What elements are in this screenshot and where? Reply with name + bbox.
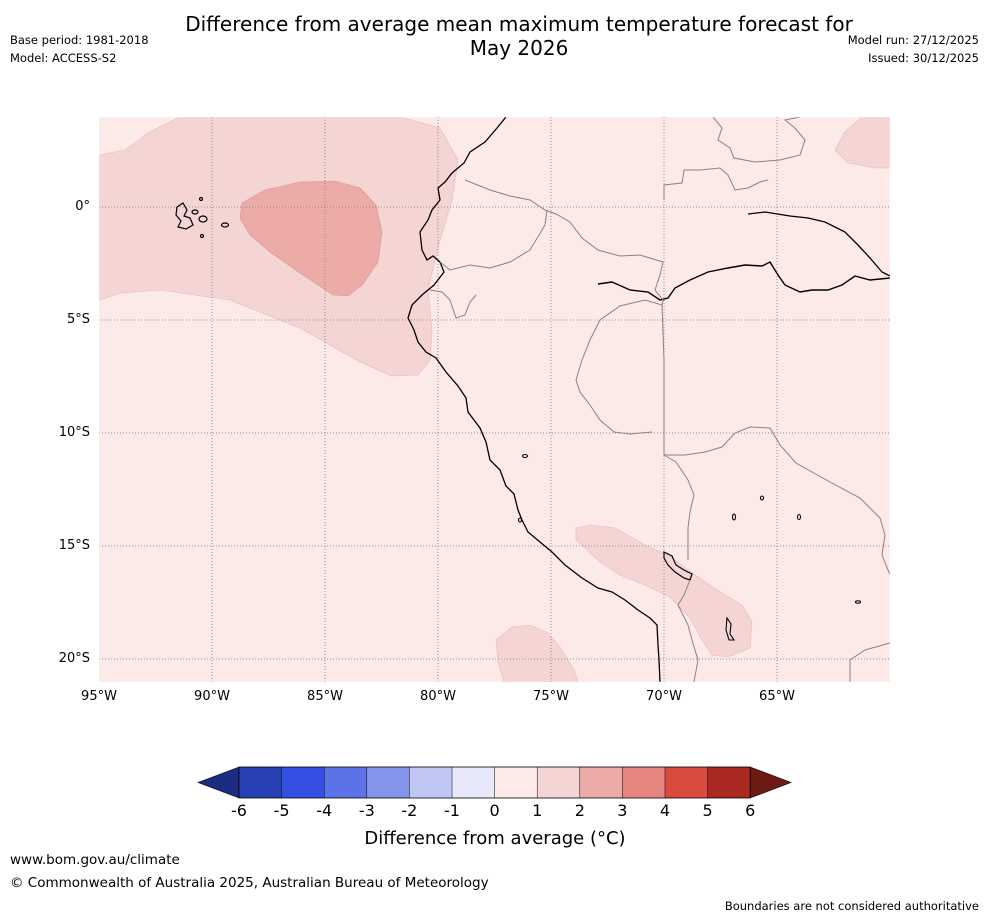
- issued-date: Issued: 30/12/2025: [868, 51, 979, 65]
- lon-label-65w: 65°W: [759, 689, 795, 704]
- colorbar-swatch: [366, 767, 410, 798]
- lon-label-95w: 95°W: [81, 689, 117, 704]
- colorbar-swatch: [707, 767, 751, 798]
- lon-label-90w: 90°W: [194, 689, 230, 704]
- colorbar-tick-label: -6: [231, 801, 247, 820]
- anomaly-region-northeast: [834, 117, 890, 169]
- colorbar-swatch: [494, 767, 538, 798]
- colorbar-swatch: [281, 767, 325, 798]
- colorbar-tick-label: 0: [489, 801, 500, 820]
- colorbar-tick-label: -1: [444, 801, 460, 820]
- lon-label-70w: 70°W: [646, 689, 682, 704]
- lon-label-85w: 85°W: [307, 689, 343, 704]
- colorbar-swatch: [622, 767, 665, 798]
- colorbar-swatch: [665, 767, 708, 798]
- coastline: [407, 117, 661, 682]
- colorbar-swatch: [579, 767, 623, 798]
- colorbar-tick-label: 1: [532, 801, 543, 820]
- colorbar-arrow-low: [197, 766, 240, 799]
- colorbar-swatch: [537, 767, 580, 798]
- colorbar-tick-label: -2: [401, 801, 418, 820]
- colorbar-tick-label: -4: [316, 801, 333, 820]
- colorbar-tick-label: 5: [702, 801, 713, 820]
- galapagos-islands: [175, 196, 230, 239]
- lon-label-80w: 80°W: [420, 689, 456, 704]
- title-line-1: Difference from average mean maximum tem…: [185, 12, 853, 36]
- small-lakes: [517, 453, 862, 641]
- colorbar-swatch: [239, 767, 282, 798]
- model-run: Model run: 27/12/2025: [847, 33, 979, 47]
- colorbar-tick-label: -5: [273, 801, 290, 820]
- lat-label-5s: 5°S: [66, 312, 90, 327]
- amazon-river: [597, 261, 890, 301]
- footer-url[interactable]: www.bom.gov.au/climate: [10, 852, 180, 868]
- lat-label-20s: 20°S: [58, 651, 90, 666]
- lat-label-0: 0°: [75, 199, 90, 214]
- colorbar-swatch: [452, 767, 495, 798]
- model-name: Model: ACCESS-S2: [10, 51, 117, 65]
- chart-title: Difference from average mean maximum tem…: [120, 12, 918, 60]
- lat-label-15s: 15°S: [58, 538, 90, 553]
- amazon-upper-river: [747, 211, 890, 277]
- colorbar-tick-label: -3: [358, 801, 375, 820]
- meta-left: Base period: 1981-2018 Model: ACCESS-S2: [10, 31, 149, 67]
- footer-copyright: © Commonwealth of Australia 2025, Austra…: [10, 875, 489, 891]
- colorbar: [197, 766, 792, 799]
- meta-right: Model run: 27/12/2025 Issued: 30/12/2025: [848, 31, 979, 67]
- colorbar-swatch: [409, 767, 452, 798]
- colorbar-tick-label: 6: [745, 801, 756, 820]
- colorbar-swatch: [324, 767, 367, 798]
- base-period: Base period: 1981-2018: [10, 33, 149, 47]
- colorbar-tick-label: 2: [574, 801, 585, 820]
- footer-disclaimer: Boundaries are not considered authoritat…: [724, 899, 979, 913]
- lon-label-75w: 75°W: [533, 689, 569, 704]
- colorbar-label: Difference from average (°C): [364, 828, 626, 849]
- title-line-2: May 2026: [469, 36, 569, 60]
- country-borders: [429, 117, 890, 682]
- lat-label-10s: 10°S: [58, 425, 90, 440]
- colorbar-tick-label: 3: [617, 801, 628, 820]
- colorbar-arrow-high: [749, 766, 792, 799]
- anomaly-region-south: [495, 624, 579, 682]
- colorbar-tick-label: 4: [659, 801, 671, 820]
- anomaly-region-pacific-core: [239, 180, 383, 297]
